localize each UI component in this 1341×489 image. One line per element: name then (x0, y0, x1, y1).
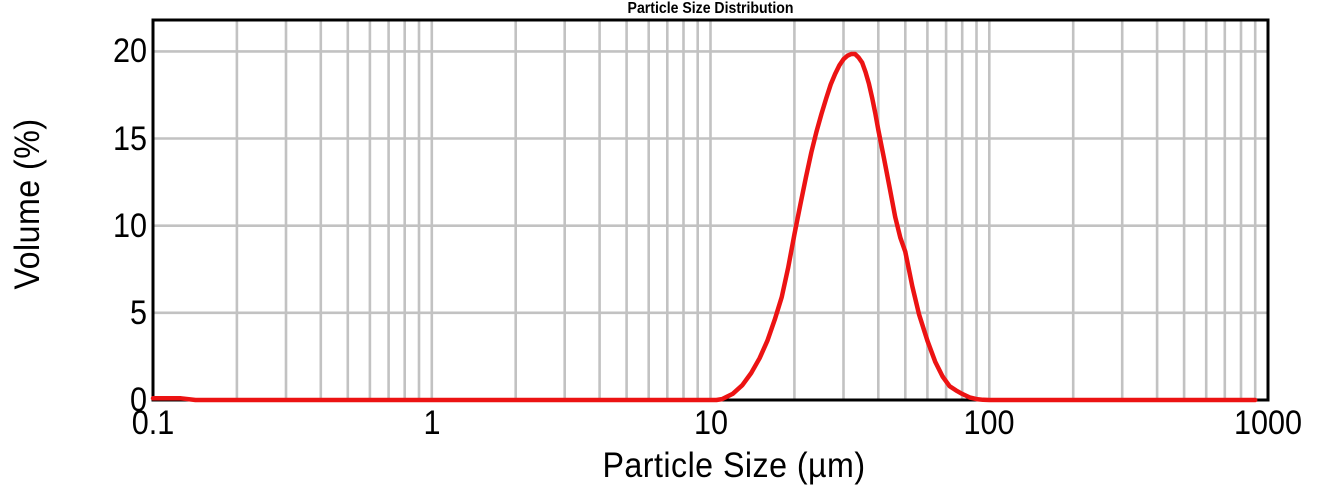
volume-distribution-curve (150, 51, 1258, 403)
y-tick-label-20: 20 (112, 32, 147, 71)
x-tick-label-1000: 1000 (1233, 404, 1303, 442)
x-tick-label-100: 100 (963, 404, 1015, 442)
y-tick-label-10: 10 (112, 206, 147, 245)
y-tick-label-5: 5 (129, 293, 147, 332)
x-axis-title: Particle Size (µm) (602, 446, 866, 485)
y-tick-label-0: 0 (129, 381, 147, 419)
x-tick-label-0.1: 0.1 (131, 404, 175, 442)
x-tick-label-1: 1 (423, 404, 441, 442)
chart-title: Particle Size Distribution (627, 0, 794, 17)
x-tick-label-10: 10 (693, 404, 728, 442)
y-tick-label-15: 15 (112, 119, 147, 158)
